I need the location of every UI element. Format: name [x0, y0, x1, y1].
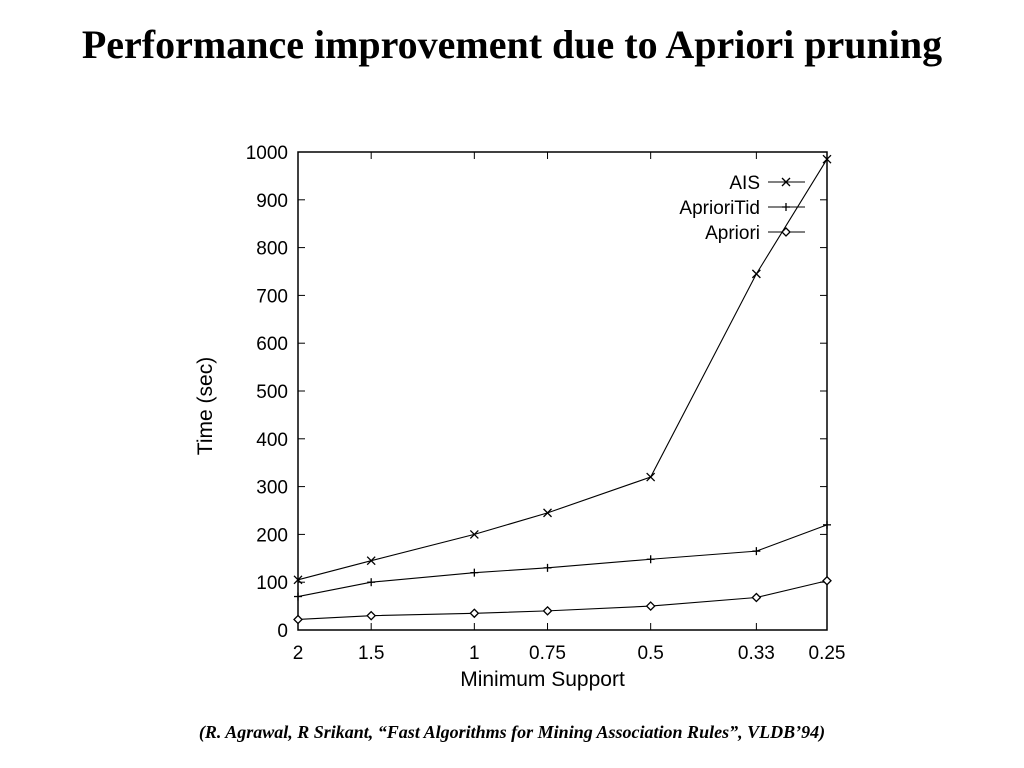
y-tick-label: 800 — [256, 239, 288, 260]
x-tick-label: 1.5 — [358, 643, 384, 664]
legend: AIS AprioriTid Apriori — [679, 173, 805, 244]
y-tick-label: 0 — [277, 621, 288, 642]
legend-marker-apriori — [781, 227, 791, 237]
data-point-aprioritid — [646, 555, 655, 564]
x-axis: 2 1.5 1 0.75 0.5 0.33 0.25 — [293, 152, 846, 664]
y-tick-label: 700 — [256, 286, 288, 307]
data-point-ais — [822, 154, 832, 164]
data-point-ais — [366, 556, 376, 566]
x-tick-label: 0.25 — [809, 643, 846, 664]
y-tick-label: 500 — [256, 382, 288, 403]
y-tick-label: 600 — [256, 334, 288, 355]
slide-title: Performance improvement due to Apriori p… — [81, 22, 943, 67]
data-point-ais — [469, 529, 479, 539]
data-point-ais — [543, 508, 552, 518]
data-point-ais — [293, 575, 303, 585]
data-point-apriori — [751, 592, 762, 603]
data-point-apriori — [822, 575, 832, 586]
y-axis-label: Time (sec) — [194, 357, 217, 455]
data-point-apriori — [293, 614, 303, 625]
y-tick-label: 1000 — [246, 143, 288, 164]
data-point-ais — [751, 269, 761, 279]
citation-caption: (R. Agrawal, R Srikant, “Fast Algorithms… — [198, 722, 826, 742]
line-chart: 0 100 200 300 400 500 600 700 800 900 1000 2 1.5 1 0.… — [194, 143, 846, 691]
data-point-aprioritid — [367, 578, 376, 587]
data-point-apriori — [469, 608, 480, 619]
x-tick-label: 0.75 — [529, 643, 566, 664]
legend-label-ais: AIS — [729, 173, 760, 194]
legend-label-aprioritid: AprioriTid — [679, 198, 760, 219]
data-point-ais — [646, 472, 656, 482]
x-axis-label: Minimum Support — [460, 668, 625, 691]
data-point-aprioritid — [294, 592, 302, 601]
series-line-apriori — [297, 580, 828, 621]
x-tick-label: 2 — [293, 643, 304, 664]
legend-marker-aprioritid — [782, 203, 790, 211]
legend-label-apriori: Apriori — [705, 223, 760, 244]
data-point-aprioritid — [823, 520, 831, 529]
y-tick-label: 300 — [256, 478, 288, 499]
series-layer — [293, 154, 832, 625]
data-point-aprioritid — [470, 568, 479, 577]
y-tick-label: 100 — [256, 573, 288, 594]
x-tick-label: 0.33 — [738, 643, 775, 664]
y-axis: 0 100 200 300 400 500 600 700 800 900 1000 — [246, 143, 827, 642]
data-point-aprioritid — [543, 563, 552, 572]
x-tick-label: 0.5 — [637, 643, 663, 664]
x-tick-label: 1 — [469, 643, 480, 664]
y-tick-label: 900 — [256, 191, 288, 212]
y-tick-label: 200 — [256, 525, 288, 546]
data-point-apriori — [366, 610, 377, 621]
data-point-apriori — [542, 605, 553, 616]
y-tick-label: 400 — [256, 430, 288, 451]
data-point-aprioritid — [752, 547, 761, 556]
legend-marker-ais — [781, 177, 791, 187]
data-point-apriori — [645, 601, 656, 612]
series-line-aprioritid — [297, 524, 828, 598]
